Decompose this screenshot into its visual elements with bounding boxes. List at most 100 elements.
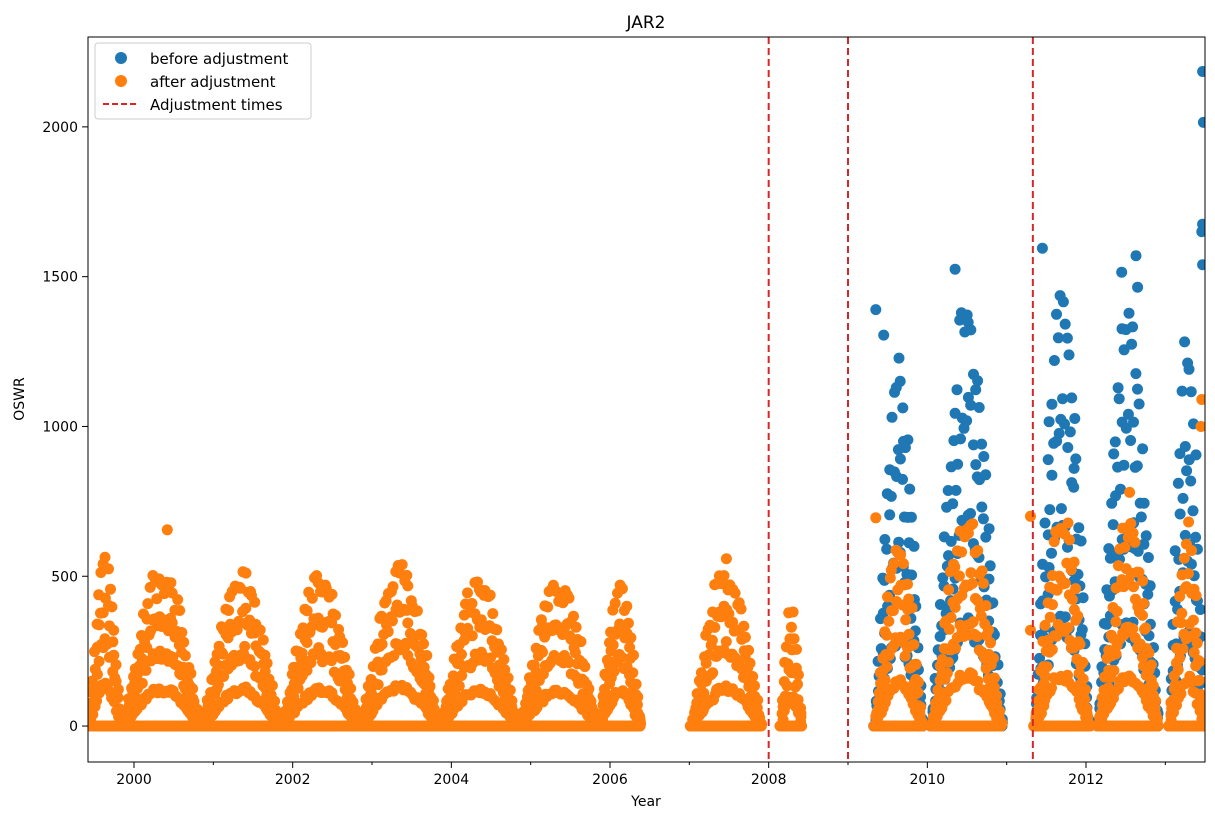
data-point [1133, 566, 1145, 578]
data-point [1125, 435, 1137, 446]
data-point [627, 667, 639, 679]
data-point [568, 610, 579, 622]
data-point [965, 567, 977, 579]
data-point [1077, 656, 1089, 668]
data-point [967, 616, 979, 628]
data-point [980, 600, 992, 612]
data-point [106, 601, 118, 613]
data-point [1143, 647, 1155, 659]
data-point [376, 638, 388, 650]
data-point [1043, 416, 1055, 428]
data-point [1115, 483, 1126, 495]
data-point [788, 633, 800, 645]
data-point [956, 546, 968, 558]
data-point [330, 609, 341, 621]
data-point [752, 694, 764, 706]
data-point [112, 684, 124, 695]
outlier-point [1068, 462, 1080, 474]
data-point [910, 658, 922, 670]
data-point [1127, 623, 1139, 635]
data-point [972, 675, 984, 687]
data-point [897, 558, 909, 570]
data-point [1174, 652, 1186, 664]
data-point [487, 608, 499, 620]
data-point [943, 623, 955, 635]
outlier-point [1116, 266, 1128, 278]
data-point [973, 402, 985, 413]
data-point [1183, 363, 1195, 375]
data-point [292, 682, 304, 694]
data-point [1138, 598, 1150, 609]
data-point [630, 678, 642, 690]
data-point [1042, 454, 1054, 466]
data-point [1075, 535, 1087, 547]
data-point [994, 705, 1006, 717]
x-tick-label: 2000 [116, 772, 152, 788]
y-tick-label: 1000 [42, 419, 78, 435]
data-point [906, 602, 918, 614]
y-tick-label: 0 [69, 719, 78, 735]
data-point [729, 587, 741, 599]
x-tick-label: 2012 [1068, 772, 1104, 788]
data-point [466, 630, 478, 642]
legend: before adjustment after adjustment Adjus… [94, 42, 312, 120]
data-point [301, 605, 313, 617]
data-point [970, 459, 982, 471]
outlier-point [878, 329, 890, 341]
data-point [1187, 505, 1199, 517]
data-point [1107, 519, 1119, 531]
data-point [172, 594, 184, 606]
data-point [223, 605, 235, 616]
data-point [93, 655, 105, 667]
outlier-point [1196, 394, 1205, 405]
outlier-point [949, 263, 961, 275]
data-point [249, 660, 261, 672]
outlier-point [1132, 281, 1144, 293]
data-point [1177, 643, 1189, 655]
data-point [418, 638, 429, 650]
data-point [105, 583, 116, 595]
outlier-point [1025, 624, 1036, 636]
data-point [491, 624, 503, 636]
data-point [942, 485, 954, 496]
data-point [886, 411, 898, 423]
data-point [1070, 583, 1082, 595]
data-point [1132, 383, 1143, 395]
data-point [634, 710, 645, 722]
data-point [1145, 659, 1157, 671]
data-point [1068, 481, 1080, 493]
data-point [951, 384, 963, 396]
data-point [1185, 386, 1197, 398]
data-point [984, 560, 996, 572]
data-point [1052, 332, 1064, 344]
data-point [296, 647, 308, 659]
data-point [343, 668, 355, 680]
data-point [895, 549, 907, 561]
data-point [622, 617, 634, 629]
data-point [1109, 436, 1121, 448]
data-point [976, 565, 988, 577]
data-point [980, 531, 992, 543]
data-point [301, 637, 313, 648]
data-point [955, 433, 966, 445]
data-point [1111, 605, 1123, 617]
data-point [698, 687, 710, 699]
data-point [706, 634, 718, 646]
data-point [136, 677, 148, 689]
data-point [1066, 392, 1078, 404]
data-point [1175, 688, 1187, 700]
data-point [894, 453, 906, 465]
data-point [174, 605, 186, 616]
data-point [881, 661, 893, 673]
data-point [305, 657, 317, 669]
data-point [484, 589, 496, 601]
data-points [88, 66, 1205, 732]
data-point [1051, 308, 1062, 320]
data-point [940, 695, 952, 706]
data-point [1077, 673, 1089, 685]
data-point [112, 692, 124, 704]
x-tick-label: 2010 [910, 772, 946, 788]
data-point [1138, 497, 1150, 509]
data-point [747, 671, 759, 682]
data-point [254, 624, 266, 636]
